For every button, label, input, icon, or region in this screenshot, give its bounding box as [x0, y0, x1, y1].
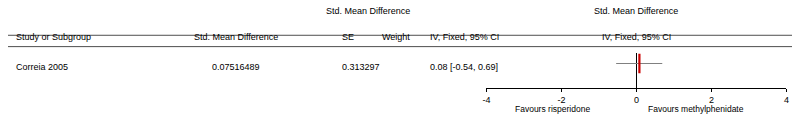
svg-text:SE: SE — [342, 32, 354, 42]
svg-text:Weight: Weight — [382, 32, 410, 42]
svg-text:Correia 2005: Correia 2005 — [16, 62, 68, 72]
svg-text:0.07516489: 0.07516489 — [212, 62, 260, 72]
svg-text:Favours risperidone: Favours risperidone — [515, 104, 590, 114]
svg-text:0: 0 — [634, 95, 639, 105]
svg-text:0.08 [-0.54, 0.69]: 0.08 [-0.54, 0.69] — [430, 62, 498, 72]
svg-text:4: 4 — [784, 95, 789, 105]
svg-text:Favours methylphenidate: Favours methylphenidate — [648, 104, 744, 114]
svg-text:Study or Subgroup: Study or Subgroup — [16, 32, 91, 42]
svg-text:IV, Fixed, 95% CI: IV, Fixed, 95% CI — [430, 32, 499, 42]
svg-text:-4: -4 — [482, 95, 490, 105]
svg-text:Std. Mean Difference: Std. Mean Difference — [594, 6, 678, 16]
svg-text:Std. Mean Difference: Std. Mean Difference — [326, 6, 410, 16]
svg-text:2: 2 — [709, 95, 714, 105]
svg-text:-2: -2 — [557, 95, 565, 105]
svg-text:IV, Fixed, 95% CI: IV, Fixed, 95% CI — [602, 32, 671, 42]
svg-text:0.313297: 0.313297 — [342, 62, 380, 72]
svg-text:Std. Mean Difference: Std. Mean Difference — [194, 32, 278, 42]
